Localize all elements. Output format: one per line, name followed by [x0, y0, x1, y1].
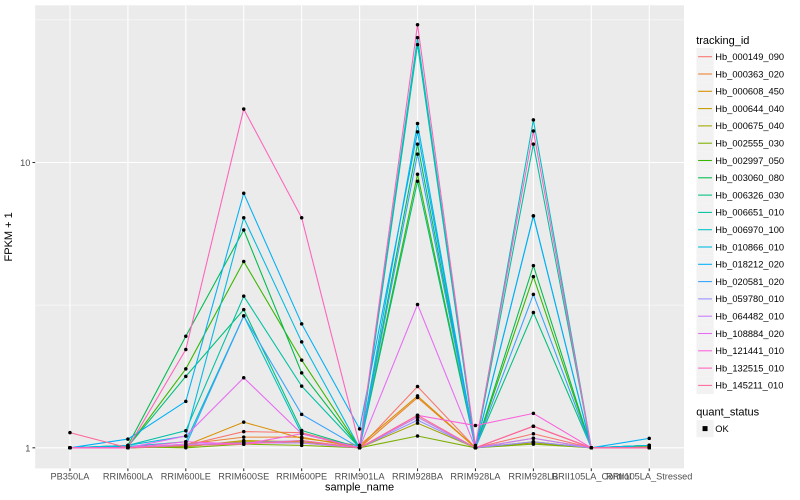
- svg-text:Hb_010866_010: Hb_010866_010: [715, 242, 784, 252]
- svg-text:Hb_121441_010: Hb_121441_010: [715, 346, 784, 356]
- svg-text:Hb_132515_010: Hb_132515_010: [715, 363, 784, 373]
- svg-text:PB350LA: PB350LA: [51, 472, 91, 482]
- svg-text:Hb_020581_020: Hb_020581_020: [715, 277, 784, 287]
- svg-text:OK: OK: [715, 424, 729, 434]
- svg-text:RRIM928LA: RRIM928LA: [450, 472, 501, 482]
- svg-text:tracking_id: tracking_id: [696, 35, 749, 47]
- svg-text:FPKM + 1: FPKM + 1: [3, 212, 15, 261]
- svg-text:RRII105LA_Control: RRII105LA_Control: [551, 472, 631, 482]
- svg-text:Hb_000149_090: Hb_000149_090: [715, 52, 784, 62]
- svg-text:RRIM600LA: RRIM600LA: [103, 472, 154, 482]
- svg-text:RRIM600SE: RRIM600SE: [218, 472, 269, 482]
- svg-text:RRIM600LE: RRIM600LE: [161, 472, 211, 482]
- svg-text:RRIM928BA: RRIM928BA: [392, 472, 444, 482]
- svg-text:Hb_006970_100: Hb_006970_100: [715, 225, 784, 235]
- svg-text:10: 10: [20, 158, 30, 168]
- svg-text:Hb_000363_020: Hb_000363_020: [715, 69, 784, 79]
- svg-text:RRIM600PE: RRIM600PE: [276, 472, 327, 482]
- svg-text:Hb_064482_010: Hb_064482_010: [715, 312, 784, 322]
- svg-text:Hb_108884_020: Hb_108884_020: [715, 329, 784, 339]
- svg-text:Hb_006651_010: Hb_006651_010: [715, 208, 784, 218]
- svg-text:Hb_003060_080: Hb_003060_080: [715, 173, 784, 183]
- svg-text:Hb_000608_450: Hb_000608_450: [715, 87, 784, 97]
- svg-text:Hb_000644_040: Hb_000644_040: [715, 104, 784, 114]
- svg-text:sample_name: sample_name: [325, 482, 394, 494]
- svg-text:RRII105LA_Stressed: RRII105LA_Stressed: [606, 472, 692, 482]
- svg-text:Hb_000675_040: Hb_000675_040: [715, 121, 784, 131]
- svg-text:Hb_002555_030: Hb_002555_030: [715, 139, 784, 149]
- svg-text:Hb_018212_020: Hb_018212_020: [715, 260, 784, 270]
- svg-text:quant_status: quant_status: [696, 407, 759, 419]
- svg-text:RRIM901LA: RRIM901LA: [335, 472, 386, 482]
- svg-text:Hb_059780_010: Hb_059780_010: [715, 294, 784, 304]
- svg-text:1: 1: [25, 443, 30, 453]
- svg-text:Hb_006326_030: Hb_006326_030: [715, 190, 784, 200]
- svg-text:RRIM928LB: RRIM928LB: [508, 472, 558, 482]
- svg-text:Hb_002997_050: Hb_002997_050: [715, 156, 784, 166]
- svg-text:Hb_145211_010: Hb_145211_010: [715, 381, 783, 391]
